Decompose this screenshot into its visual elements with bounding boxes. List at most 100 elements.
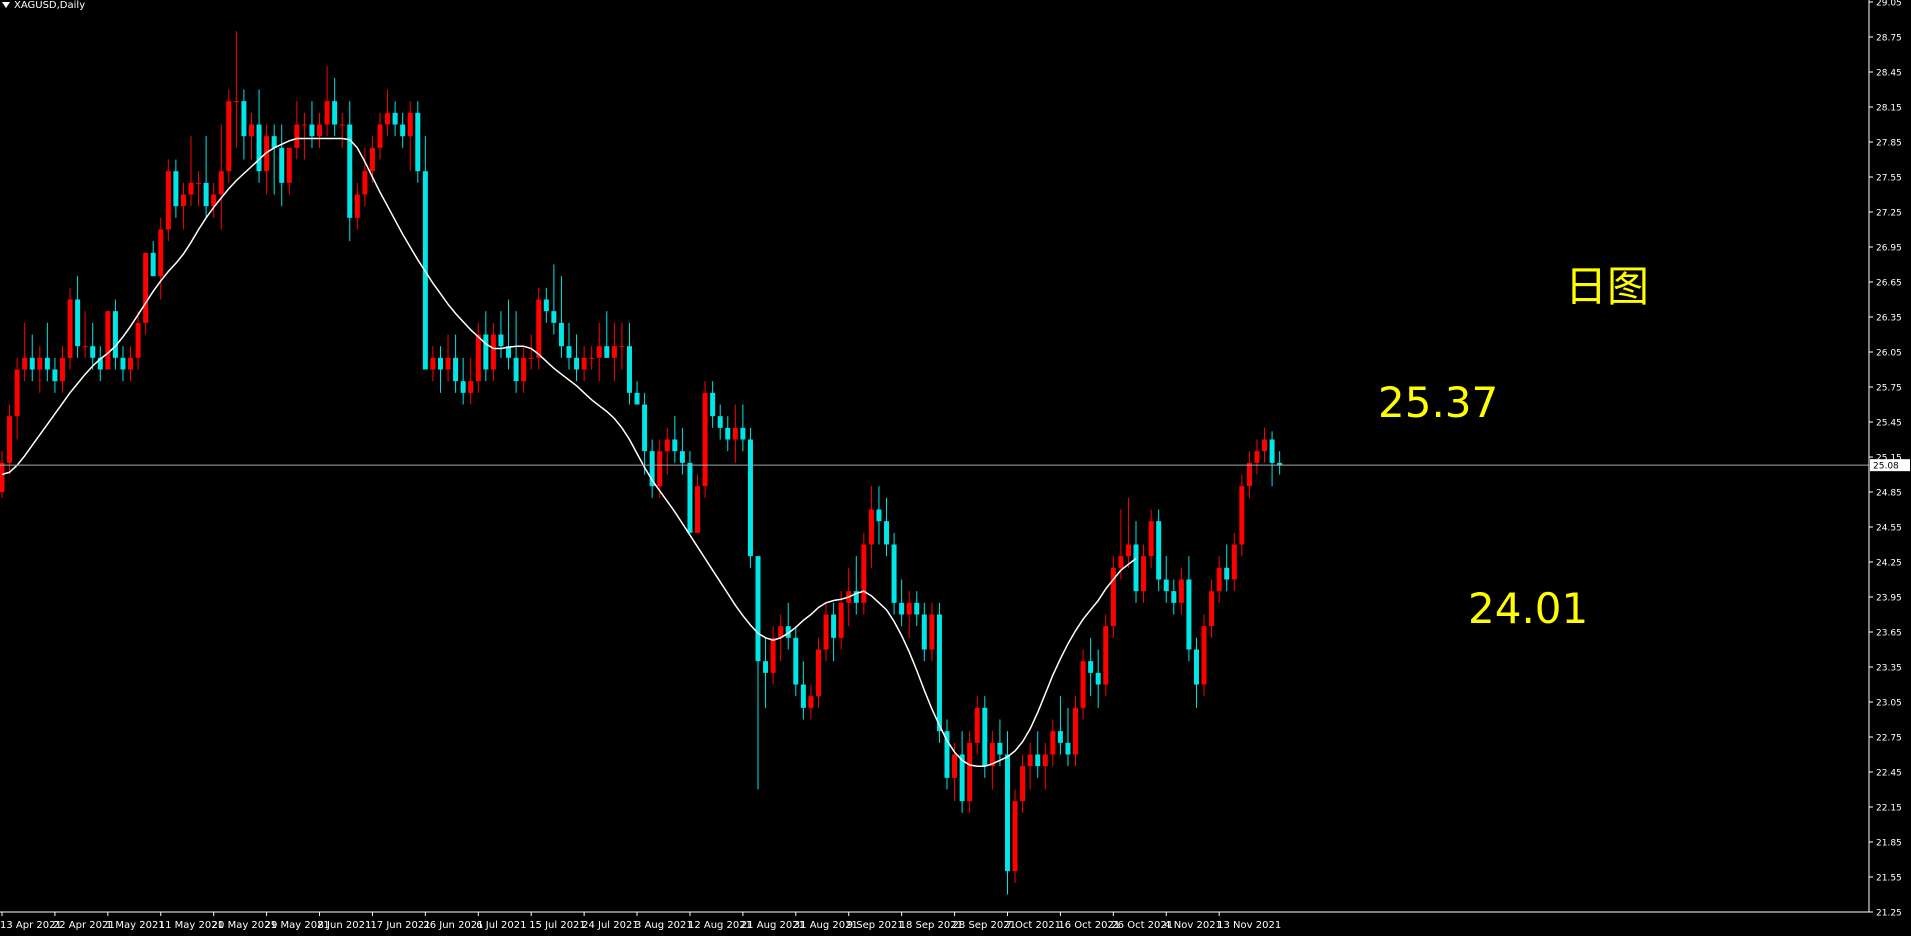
time-tick-label: 26 Oct 2021: [1111, 920, 1173, 931]
candle: [1246, 451, 1252, 498]
candle-body: [271, 136, 277, 148]
time-tick-label: 22 Apr 2021: [53, 920, 115, 931]
candle-body: [861, 544, 867, 603]
candle-body: [634, 392, 640, 405]
candle: [649, 439, 655, 498]
candle: [1209, 579, 1215, 638]
candle-body: [1201, 626, 1207, 685]
price-tick-label: 22.45: [1876, 769, 1902, 779]
candle-body: [702, 392, 708, 487]
candle: [1050, 719, 1056, 767]
candle-body: [445, 357, 451, 370]
time-tick-label: 26 Jun 2021: [423, 920, 483, 931]
candle-body: [989, 742, 995, 767]
candle-body: [506, 346, 512, 358]
candle-body: [279, 147, 285, 183]
candle: [59, 346, 65, 393]
candle: [415, 101, 421, 183]
candle-body: [763, 661, 769, 673]
candle-body: [347, 124, 353, 218]
candle-body: [400, 124, 406, 137]
candle: [626, 322, 632, 405]
candle-body: [914, 602, 920, 615]
candle-body: [823, 614, 829, 650]
price-tick-label: 24.85: [1876, 489, 1902, 499]
candle: [22, 322, 28, 382]
candle-body: [732, 427, 738, 440]
candle: [1073, 696, 1079, 767]
candle-body: [468, 381, 474, 393]
candle: [7, 404, 13, 475]
candle: [543, 287, 549, 323]
candle-body: [0, 462, 5, 492]
price-tick-label: 22.75: [1876, 734, 1902, 744]
candle-body: [52, 369, 58, 382]
price-tick-label: 24.55: [1876, 524, 1902, 534]
time-tick-label: 1 May 2021: [106, 920, 165, 931]
candle-body: [710, 392, 716, 417]
candle: [558, 276, 564, 358]
candle-body: [1209, 591, 1215, 627]
candle-body: [75, 299, 81, 347]
candle-body: [437, 357, 443, 370]
candle-body: [891, 544, 897, 603]
time-tick-label: 29 May 2021: [265, 920, 330, 931]
candle-body: [309, 124, 315, 137]
candle: [498, 311, 504, 358]
candle: [574, 334, 580, 382]
time-tick-label: 21 Aug 2021: [741, 920, 805, 931]
time-tick-label: 15 Jul 2021: [529, 920, 586, 931]
candle-body: [180, 194, 186, 207]
candle: [997, 719, 1003, 767]
candle: [324, 66, 330, 137]
candle: [944, 719, 950, 790]
candle-body: [135, 322, 141, 358]
candle-body: [226, 101, 232, 172]
candle-body: [385, 112, 391, 125]
candle-body: [173, 171, 179, 207]
candle: [248, 112, 254, 160]
candle: [521, 346, 527, 393]
candle-body: [286, 147, 292, 183]
candle: [468, 357, 474, 405]
candle: [1254, 439, 1260, 475]
candle-body: [1224, 567, 1230, 580]
candle: [211, 182, 217, 218]
candle-body: [642, 404, 648, 452]
candle: [687, 451, 693, 533]
candle: [1118, 509, 1124, 580]
candle-body: [1012, 801, 1018, 872]
candle-body: [740, 427, 746, 440]
candle: [800, 661, 806, 720]
candle: [868, 486, 874, 568]
symbol-text: XAGUSD,Daily: [14, 0, 86, 11]
candle: [82, 311, 88, 358]
candle: [264, 124, 270, 195]
candle: [385, 89, 391, 137]
price-tick-label: 24.25: [1876, 559, 1902, 569]
time-tick-label: 13 Nov 2021: [1217, 920, 1281, 931]
price-tick-label: 23.65: [1876, 629, 1902, 639]
candle: [180, 182, 186, 230]
candle: [1110, 556, 1116, 638]
price-tick-label: 27.25: [1876, 209, 1902, 219]
candle: [453, 334, 459, 393]
candle: [332, 77, 338, 137]
candle: [1224, 544, 1230, 592]
candle-body: [1171, 591, 1177, 603]
candle-body: [317, 124, 323, 137]
candle-body: [1178, 579, 1184, 603]
candle-body: [687, 462, 693, 533]
candle-body: [22, 357, 28, 370]
candle: [566, 322, 572, 370]
time-tick-label: 11 May 2021: [159, 920, 224, 931]
price-tick-label: 27.85: [1876, 139, 1902, 149]
candle: [143, 252, 149, 335]
candle-body: [770, 637, 776, 673]
time-tick-label: 4 Nov 2021: [1164, 920, 1222, 931]
candle: [793, 626, 799, 697]
candle-body: [112, 311, 118, 358]
candle-body: [619, 346, 625, 348]
candle-body: [188, 182, 194, 195]
